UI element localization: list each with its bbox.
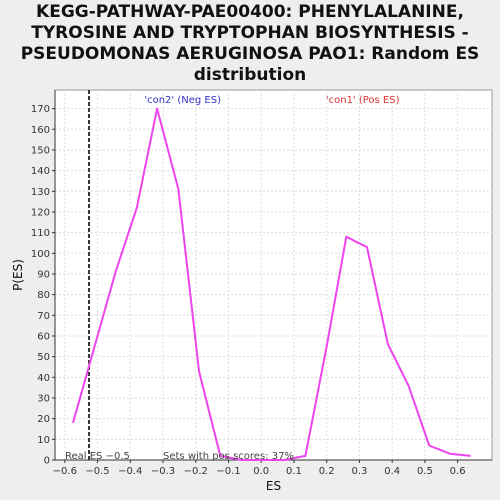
axes: 0 10 20 30 40 50 60 70 80 90 100 110 120 130 140 150 160… [31,90,492,477]
y-tick-label: 120 [31,207,50,218]
y-tick-label: 150 [31,145,50,156]
x-tick-label: 0.4 [384,466,400,477]
y-tick-label: 60 [37,331,50,342]
x-tick-label: 0.0 [253,466,269,477]
annotations: 'con2' (Neg ES) 'con1' (Pos ES) Sets wit… [65,95,400,462]
y-tick-label: 10 [37,435,50,446]
x-tick-label: −0.3 [151,466,175,477]
x-tick-label: 0.1 [286,466,302,477]
title-line-1: KEGG-PATHWAY-PAE00400: PHENYLALANINE, [36,2,464,22]
y-tick-label: 80 [37,290,50,301]
x-tick-label: −0.6 [53,466,77,477]
x-tick-label: −0.1 [216,466,240,477]
title-line-3: PSEUDOMONAS AERUGINOSA PAO1: Random ES [20,44,480,64]
y-tick-label: 110 [31,228,50,239]
real-es-label: Real ES −0.5 [65,451,130,462]
title-line-2: TYROSINE AND TRYPTOPHAN BIOSYNTHESIS - [31,23,469,43]
title-line-4: distribution [193,65,307,85]
chart-title: KEGG-PATHWAY-PAE00400: PHENYLALANINE, TY… [0,2,500,86]
series-layer [72,90,471,461]
x-tick-label: 0.6 [450,466,466,477]
y-tick-label: 40 [37,373,50,384]
y-tick-label: 70 [37,311,50,322]
pos-scores-label: Sets with pos scores: 37% [163,451,294,462]
x-tick-label: −0.5 [85,466,109,477]
y-tick-label: 100 [31,249,50,260]
x-tick-label: 0.2 [319,466,335,477]
plot-area [54,89,493,461]
y-tick-label: 160 [31,125,50,136]
y-tick-label: 0 [44,456,50,467]
x-tick-label: −0.4 [118,466,142,477]
x-tick-label: −0.2 [184,466,208,477]
y-tick-label: 130 [31,187,50,198]
neg-es-label: 'con2' (Neg ES) [144,95,221,106]
pos-es-label: 'con1' (Pos ES) [326,95,400,106]
y-tick-label: 20 [37,414,50,425]
y-tick-label: 50 [37,352,50,363]
series-line [72,107,471,461]
x-tick-label: 0.3 [351,466,367,477]
y-tick-label: 90 [37,269,50,280]
y-axis-label: P(ES) [11,259,25,291]
y-tick-label: 30 [37,393,50,404]
y-tick-label: 170 [31,104,50,115]
x-tick-label: 0.5 [417,466,433,477]
x-axis-label: ES [266,479,281,493]
y-tick-label: 140 [31,166,50,177]
